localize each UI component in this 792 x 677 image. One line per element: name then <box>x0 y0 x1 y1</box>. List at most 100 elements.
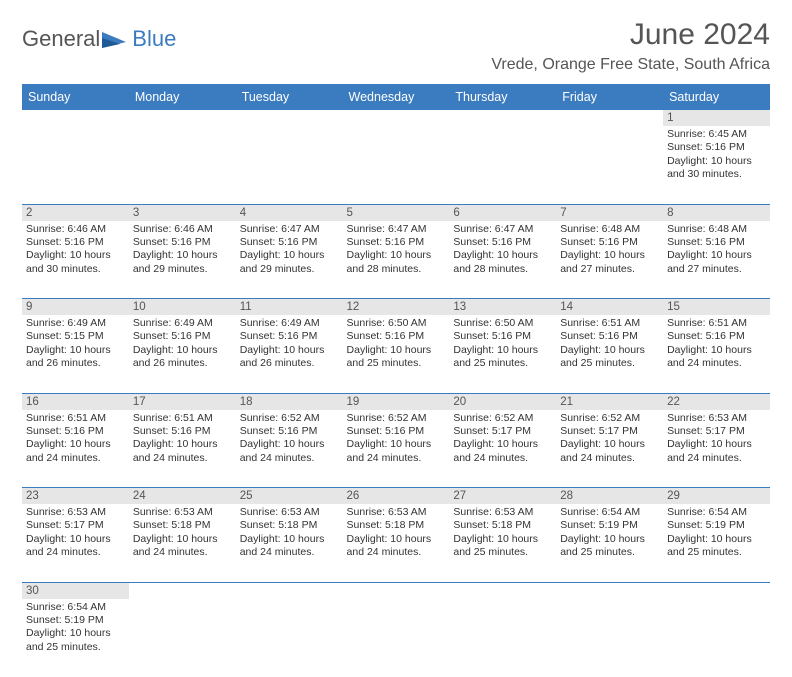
day-cell: Sunrise: 6:53 AMSunset: 5:17 PMDaylight:… <box>22 504 129 582</box>
sunrise-line: Sunrise: 6:52 AM <box>347 412 446 425</box>
day-details: Sunrise: 6:53 AMSunset: 5:18 PMDaylight:… <box>133 506 232 560</box>
day-number-cell <box>236 582 343 599</box>
day-number: 17 <box>129 394 236 410</box>
daylight-line: Daylight: 10 hours and 24 minutes. <box>347 533 446 560</box>
day-number-cell <box>22 110 129 126</box>
sunset-line: Sunset: 5:18 PM <box>133 519 232 532</box>
calendar-table: SundayMondayTuesdayWednesdayThursdayFrid… <box>22 84 770 677</box>
daylight-line: Daylight: 10 hours and 24 minutes. <box>240 438 339 465</box>
daylight-line: Daylight: 10 hours and 25 minutes. <box>667 533 766 560</box>
day-number-cell <box>343 110 450 126</box>
day-number-cell <box>343 582 450 599</box>
day-details: Sunrise: 6:53 AMSunset: 5:18 PMDaylight:… <box>347 506 446 560</box>
day-details: Sunrise: 6:47 AMSunset: 5:16 PMDaylight:… <box>347 223 446 277</box>
daylight-line: Daylight: 10 hours and 25 minutes. <box>347 344 446 371</box>
sunset-line: Sunset: 5:16 PM <box>667 330 766 343</box>
day-details: Sunrise: 6:52 AMSunset: 5:17 PMDaylight:… <box>560 412 659 466</box>
day-number-cell: 5 <box>343 204 450 221</box>
brand-text-1: General <box>22 26 100 52</box>
sunrise-line: Sunrise: 6:50 AM <box>453 317 552 330</box>
sunrise-line: Sunrise: 6:54 AM <box>560 506 659 519</box>
day-number-cell <box>236 110 343 126</box>
daylight-line: Daylight: 10 hours and 24 minutes. <box>560 438 659 465</box>
day-details: Sunrise: 6:51 AMSunset: 5:16 PMDaylight:… <box>133 412 232 466</box>
daylight-line: Daylight: 10 hours and 27 minutes. <box>667 249 766 276</box>
daylight-line: Daylight: 10 hours and 24 minutes. <box>667 438 766 465</box>
sunset-line: Sunset: 5:16 PM <box>240 236 339 249</box>
sunrise-line: Sunrise: 6:51 AM <box>667 317 766 330</box>
day-number-cell: 19 <box>343 393 450 410</box>
day-number: 8 <box>663 205 770 221</box>
sunrise-line: Sunrise: 6:53 AM <box>667 412 766 425</box>
day-number-cell: 16 <box>22 393 129 410</box>
weekday-header: Tuesday <box>236 84 343 110</box>
day-number-cell: 8 <box>663 204 770 221</box>
day-cell: Sunrise: 6:53 AMSunset: 5:18 PMDaylight:… <box>129 504 236 582</box>
day-number-cell: 29 <box>663 488 770 505</box>
day-number-cell: 22 <box>663 393 770 410</box>
sunrise-line: Sunrise: 6:46 AM <box>133 223 232 236</box>
sunset-line: Sunset: 5:16 PM <box>240 425 339 438</box>
day-number: 12 <box>343 299 450 315</box>
day-number-cell: 12 <box>343 299 450 316</box>
day-number-cell: 6 <box>449 204 556 221</box>
day-number-cell: 3 <box>129 204 236 221</box>
weekday-header: Thursday <box>449 84 556 110</box>
sunset-line: Sunset: 5:16 PM <box>453 330 552 343</box>
day-details: Sunrise: 6:49 AMSunset: 5:16 PMDaylight:… <box>240 317 339 371</box>
day-number: 9 <box>22 299 129 315</box>
sunset-line: Sunset: 5:17 PM <box>560 425 659 438</box>
daylight-line: Daylight: 10 hours and 25 minutes. <box>453 344 552 371</box>
day-cell <box>663 599 770 677</box>
day-cell: Sunrise: 6:49 AMSunset: 5:16 PMDaylight:… <box>129 315 236 393</box>
day-details: Sunrise: 6:54 AMSunset: 5:19 PMDaylight:… <box>667 506 766 560</box>
day-cell: Sunrise: 6:51 AMSunset: 5:16 PMDaylight:… <box>22 410 129 488</box>
daylight-line: Daylight: 10 hours and 28 minutes. <box>347 249 446 276</box>
sunset-line: Sunset: 5:18 PM <box>453 519 552 532</box>
sunrise-line: Sunrise: 6:51 AM <box>133 412 232 425</box>
sunset-line: Sunset: 5:18 PM <box>347 519 446 532</box>
day-cell: Sunrise: 6:49 AMSunset: 5:16 PMDaylight:… <box>236 315 343 393</box>
day-cell: Sunrise: 6:54 AMSunset: 5:19 PMDaylight:… <box>556 504 663 582</box>
sunset-line: Sunset: 5:17 PM <box>667 425 766 438</box>
day-details: Sunrise: 6:49 AMSunset: 5:15 PMDaylight:… <box>26 317 125 371</box>
sunset-line: Sunset: 5:16 PM <box>347 236 446 249</box>
day-number: 23 <box>22 488 129 504</box>
day-details: Sunrise: 6:51 AMSunset: 5:16 PMDaylight:… <box>667 317 766 371</box>
day-details: Sunrise: 6:46 AMSunset: 5:16 PMDaylight:… <box>26 223 125 277</box>
daylight-line: Daylight: 10 hours and 24 minutes. <box>347 438 446 465</box>
weekday-header: Sunday <box>22 84 129 110</box>
day-details: Sunrise: 6:53 AMSunset: 5:17 PMDaylight:… <box>26 506 125 560</box>
day-details: Sunrise: 6:45 AMSunset: 5:16 PMDaylight:… <box>667 128 766 182</box>
title-block: June 2024 Vrede, Orange Free State, Sout… <box>491 18 770 74</box>
daylight-line: Daylight: 10 hours and 28 minutes. <box>453 249 552 276</box>
day-details: Sunrise: 6:47 AMSunset: 5:16 PMDaylight:… <box>453 223 552 277</box>
sunset-line: Sunset: 5:18 PM <box>240 519 339 532</box>
day-cell: Sunrise: 6:51 AMSunset: 5:16 PMDaylight:… <box>556 315 663 393</box>
day-cell: Sunrise: 6:52 AMSunset: 5:17 PMDaylight:… <box>556 410 663 488</box>
day-number-cell: 23 <box>22 488 129 505</box>
daylight-line: Daylight: 10 hours and 24 minutes. <box>26 533 125 560</box>
day-cell: Sunrise: 6:50 AMSunset: 5:16 PMDaylight:… <box>343 315 450 393</box>
day-cell: Sunrise: 6:46 AMSunset: 5:16 PMDaylight:… <box>129 221 236 299</box>
day-number: 1 <box>663 110 770 126</box>
sunrise-line: Sunrise: 6:46 AM <box>26 223 125 236</box>
day-number-cell: 20 <box>449 393 556 410</box>
day-number-cell: 17 <box>129 393 236 410</box>
day-details: Sunrise: 6:54 AMSunset: 5:19 PMDaylight:… <box>560 506 659 560</box>
day-number: 2 <box>22 205 129 221</box>
day-number: 6 <box>449 205 556 221</box>
day-number-cell: 24 <box>129 488 236 505</box>
day-details: Sunrise: 6:48 AMSunset: 5:16 PMDaylight:… <box>667 223 766 277</box>
day-cell: Sunrise: 6:52 AMSunset: 5:16 PMDaylight:… <box>343 410 450 488</box>
day-cell: Sunrise: 6:45 AMSunset: 5:16 PMDaylight:… <box>663 126 770 204</box>
day-number: 11 <box>236 299 343 315</box>
sunrise-line: Sunrise: 6:51 AM <box>26 412 125 425</box>
sunrise-line: Sunrise: 6:49 AM <box>240 317 339 330</box>
daylight-line: Daylight: 10 hours and 24 minutes. <box>26 438 125 465</box>
day-details: Sunrise: 6:51 AMSunset: 5:16 PMDaylight:… <box>560 317 659 371</box>
sunset-line: Sunset: 5:16 PM <box>240 330 339 343</box>
sunset-line: Sunset: 5:17 PM <box>453 425 552 438</box>
daylight-line: Daylight: 10 hours and 24 minutes. <box>667 344 766 371</box>
day-number: 18 <box>236 394 343 410</box>
